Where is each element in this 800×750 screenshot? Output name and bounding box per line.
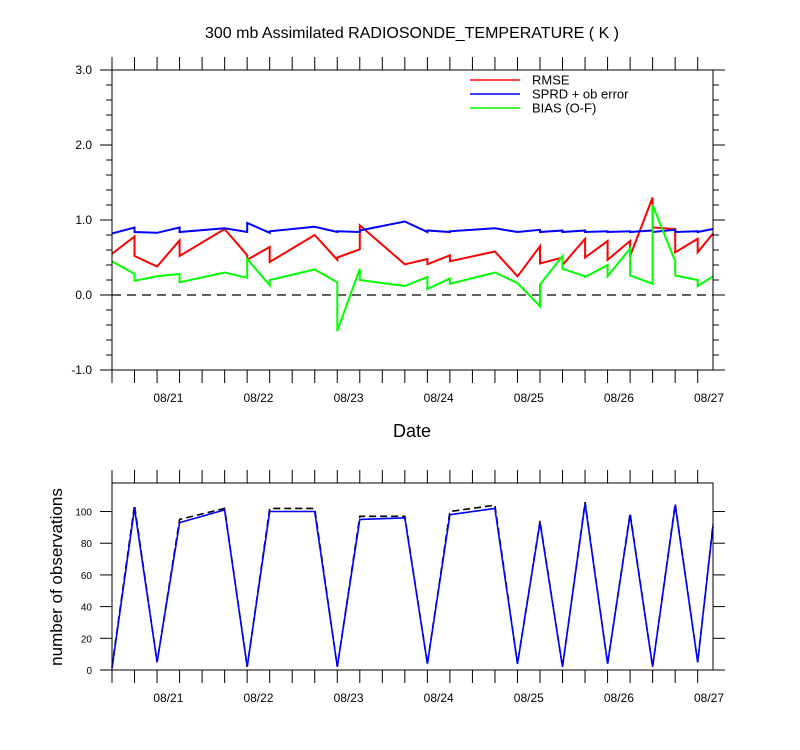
x-axis-label: Date <box>393 421 431 441</box>
y-tick-label: 3.0 <box>75 63 92 77</box>
x-tick-label: 08/26 <box>604 691 634 705</box>
bottom-plot-frame <box>111 482 714 671</box>
x-tick-label: 08/27 <box>694 691 724 705</box>
y-tick-label: 80 <box>81 539 93 550</box>
x-tick-label: 08/22 <box>243 691 273 705</box>
y-tick-label: 1.0 <box>75 213 92 227</box>
legend-label-bias-o-f: BIAS (O-F) <box>532 101 596 116</box>
y-tick-label: 40 <box>81 603 93 614</box>
bottom-x-ticks: 08/21 08/22 08/23 08/24 08/25 08/26 08/27 <box>111 470 724 705</box>
legend-label-sprd-ob-error: SPRD + ob error <box>532 87 629 102</box>
y-tick-label: 0 <box>86 666 92 677</box>
x-tick-label: 08/22 <box>243 391 273 405</box>
series-line-rmse <box>111 197 714 278</box>
top-series-group <box>111 197 714 332</box>
y-tick-label: -1.0 <box>71 363 92 377</box>
x-tick-label: 08/21 <box>153 691 183 705</box>
series-line-bias-o-f <box>111 204 714 332</box>
y-tick-label: 100 <box>75 508 92 519</box>
bottom-series-group <box>111 501 714 669</box>
legend-label-rmse: RMSE <box>532 73 570 88</box>
series-line-observations-used <box>111 503 714 669</box>
x-tick-label: 08/25 <box>514 691 544 705</box>
x-tick-label: 08/24 <box>424 691 454 705</box>
series-line-sprd-ob-error <box>111 220 714 235</box>
top-plot-frame <box>111 69 714 371</box>
y-tick-label: 0.0 <box>75 288 92 302</box>
x-tick-label: 08/24 <box>424 391 454 405</box>
x-tick-label: 08/21 <box>153 391 183 405</box>
top-y-ticks: -1.0 0.0 1.0 2.0 3.0 <box>71 63 725 377</box>
chart-title: 300 mb Assimilated RADIOSONDE_TEMPERATUR… <box>205 25 619 42</box>
y-tick-label: 20 <box>81 634 93 645</box>
x-tick-label: 08/27 <box>694 391 724 405</box>
y-tick-label: 60 <box>81 571 93 582</box>
y-tick-label: 2.0 <box>75 138 92 152</box>
top-chart: 300 mb Assimilated RADIOSONDE_TEMPERATUR… <box>71 25 725 441</box>
x-tick-label: 08/26 <box>604 391 634 405</box>
x-tick-label: 08/23 <box>334 391 364 405</box>
top-x-ticks: 08/21 08/22 08/23 08/24 08/25 08/26 08/27 <box>111 57 724 405</box>
x-tick-label: 08/25 <box>514 391 544 405</box>
bottom-y-ticks: 0 20 40 60 80 100 <box>75 508 725 677</box>
series-line-observations-possible <box>111 501 714 667</box>
y-axis-label: number of observations <box>47 488 66 666</box>
x-tick-label: 08/23 <box>334 691 364 705</box>
